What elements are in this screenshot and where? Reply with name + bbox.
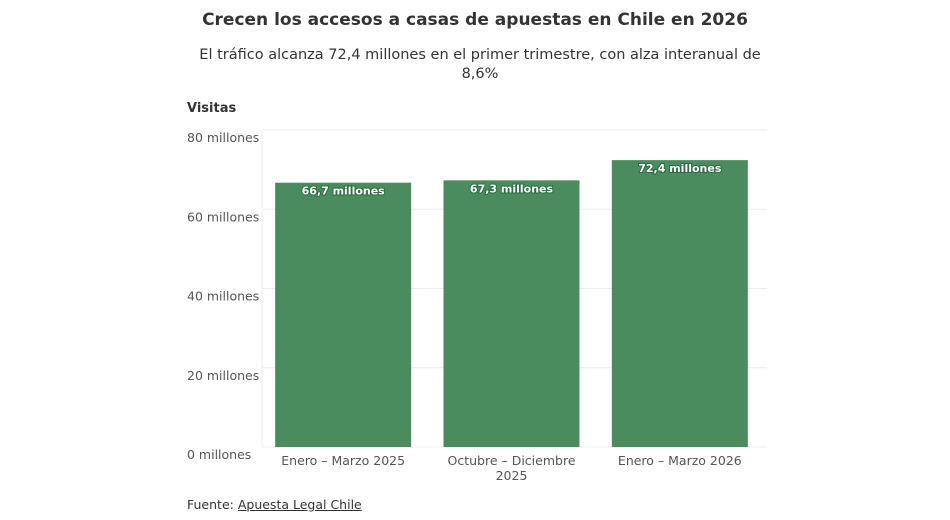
x-axis-ticks: Enero – Marzo 2025 Octubre – Diciembre202… <box>281 453 742 483</box>
data-labels: 66,7 millones 67,3 millones 72,4 millones <box>301 161 723 199</box>
bars <box>275 160 748 448</box>
x-tick-label: 2025 <box>496 468 528 483</box>
y-tick-label: 0 millones <box>187 447 251 462</box>
source-prefix: Fuente: <box>187 497 238 512</box>
x-tick-label: Enero – Marzo 2026 <box>618 453 742 468</box>
data-label: 66,7 millones <box>302 185 386 198</box>
x-tick-label: Octubre – Diciembre <box>447 453 575 468</box>
bar <box>275 182 412 448</box>
source-link[interactable]: Apuesta Legal Chile <box>237 497 362 512</box>
bar <box>611 160 748 448</box>
source-note: Fuente: Apuesta Legal Chile <box>187 497 362 512</box>
chart-title: Crecen los accesos a casas de apuestas e… <box>202 10 748 30</box>
y-axis-ticks: 0 millones 20 millones 40 millones 60 millo… <box>187 130 259 462</box>
chart-subtitle: El tráfico alcanza 72,4 millones en el p… <box>199 47 761 82</box>
y-tick-label: 40 millones <box>187 289 259 304</box>
y-tick-label: 60 millones <box>187 209 259 224</box>
data-label: 67,3 millones <box>470 182 554 195</box>
bar <box>443 180 580 448</box>
x-tick-label: Enero – Marzo 2025 <box>281 453 405 468</box>
y-tick-label: 80 millones <box>187 130 259 145</box>
y-tick-label: 20 millones <box>187 368 259 383</box>
y-axis-title: Visitas <box>187 101 237 116</box>
data-label: 72,4 millones <box>638 162 722 175</box>
